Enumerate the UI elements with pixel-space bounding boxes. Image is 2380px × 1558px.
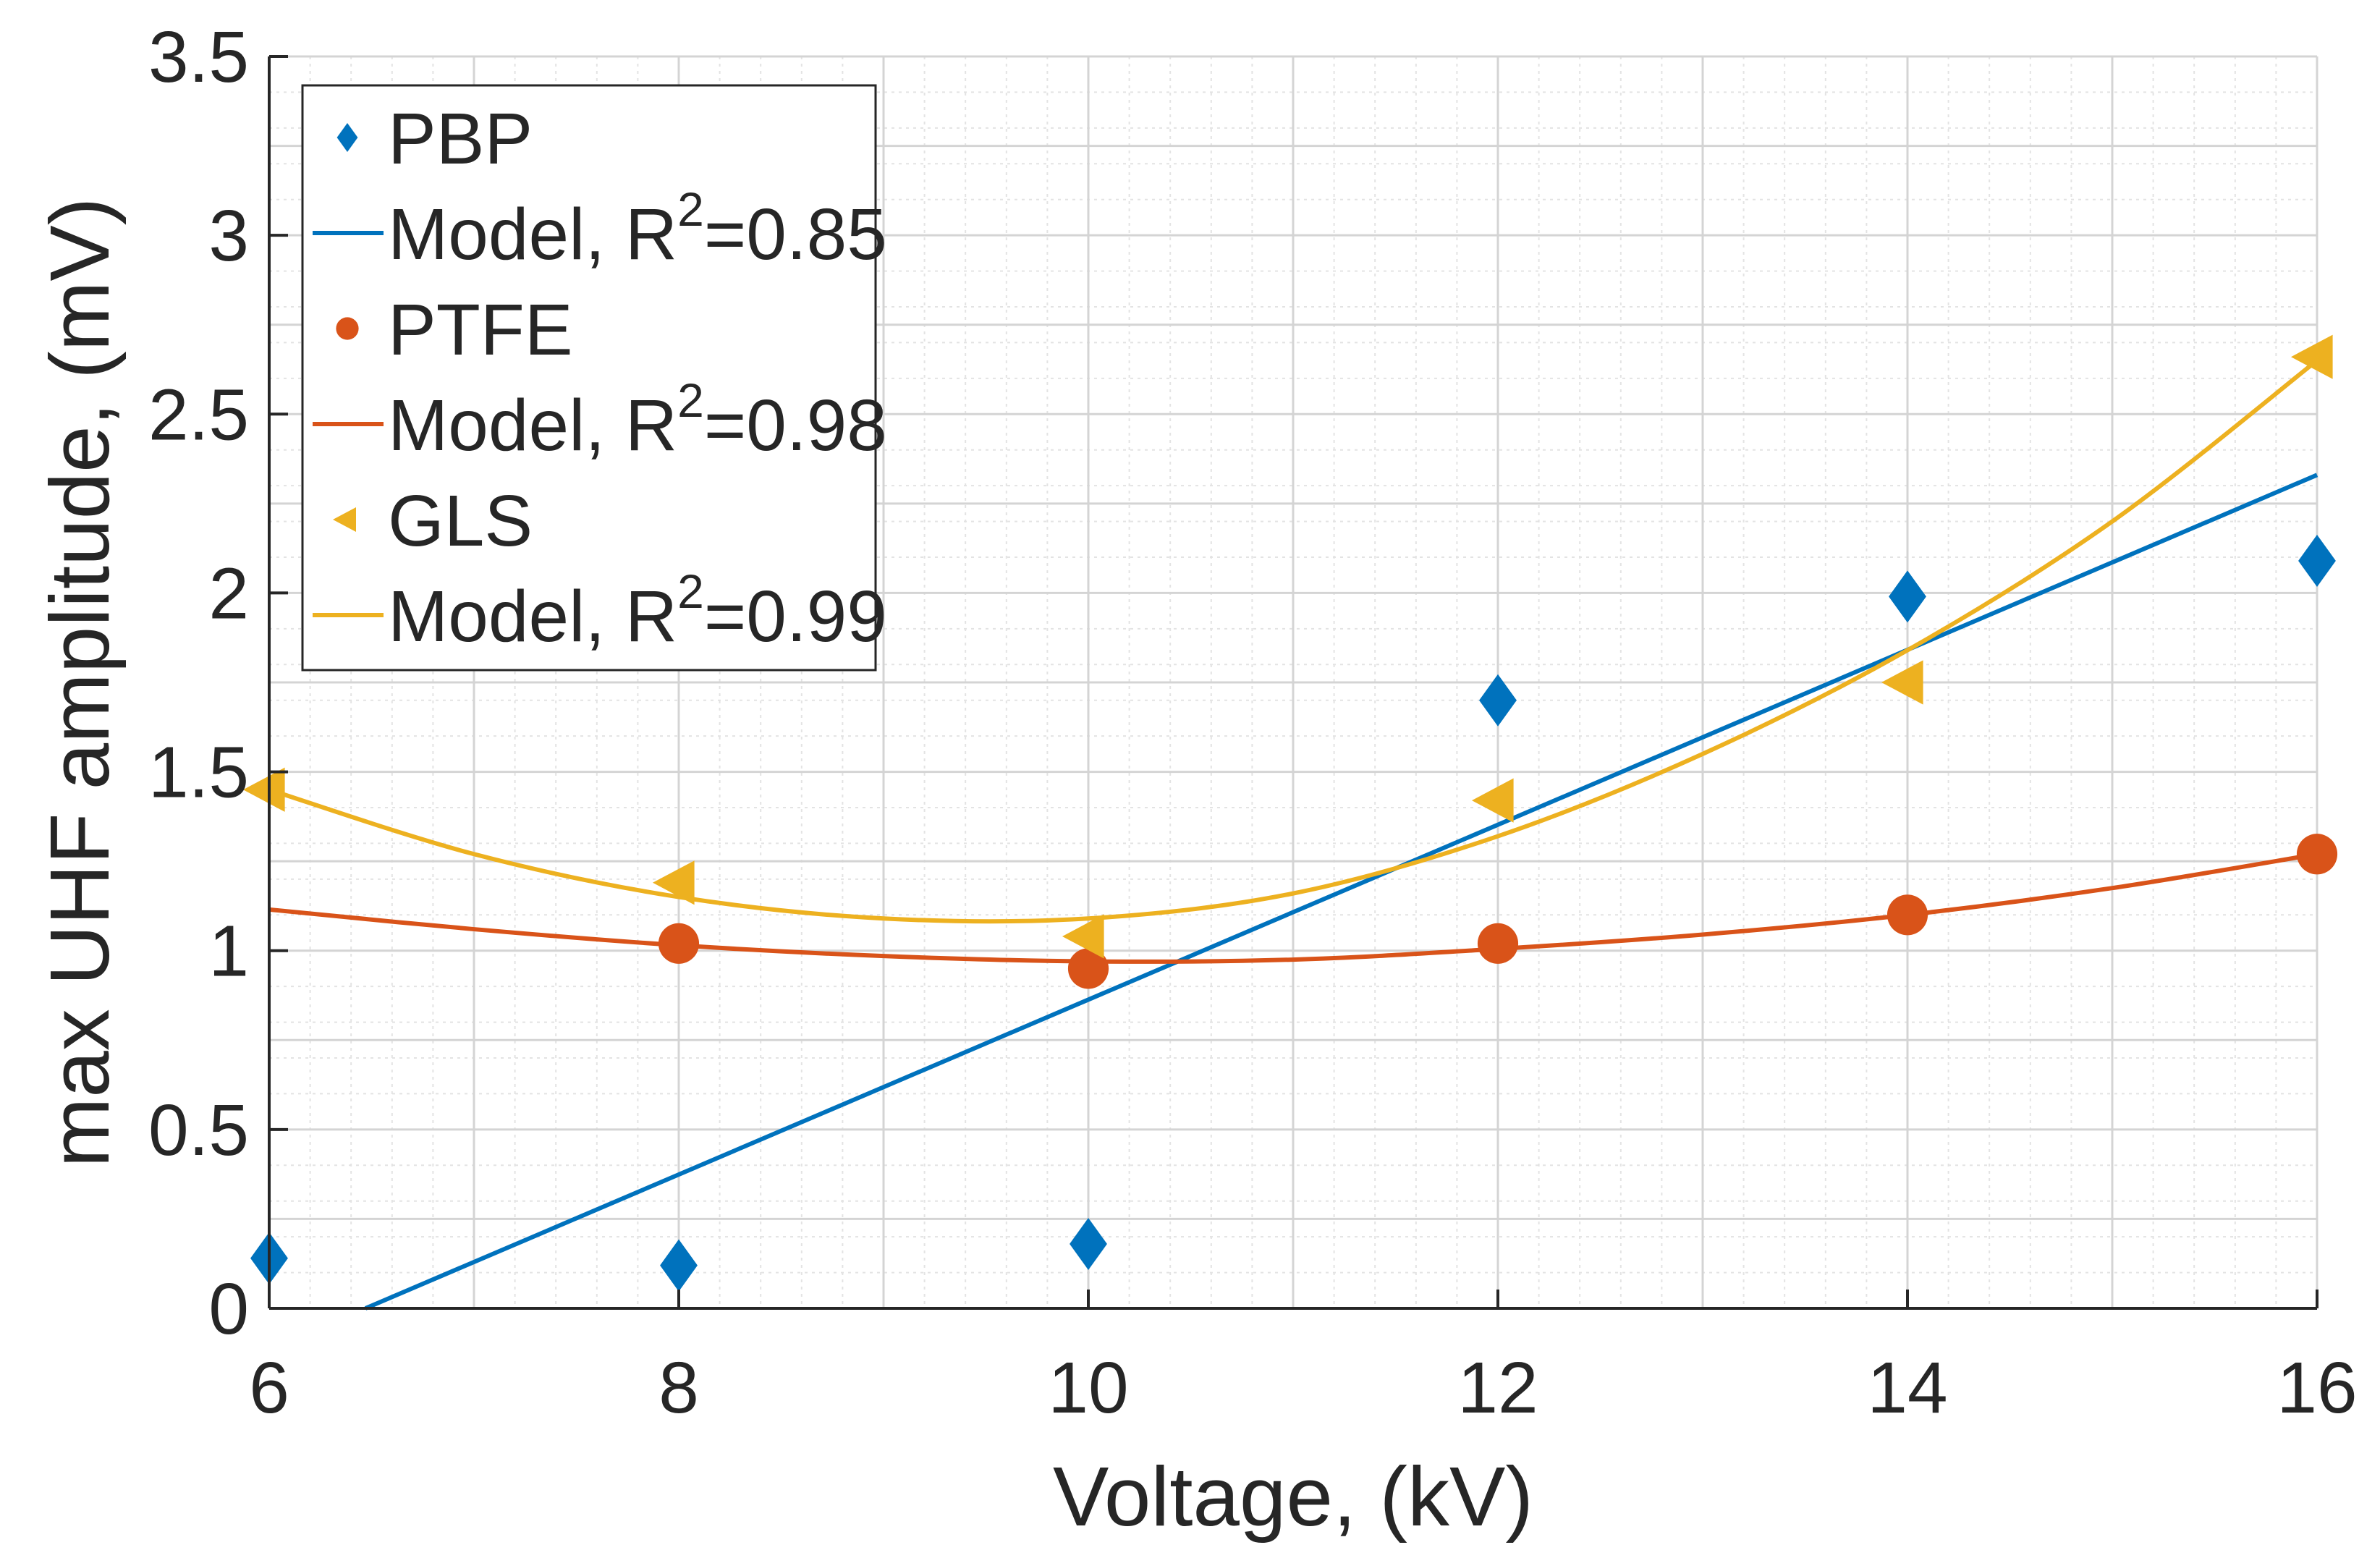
x-tick-label: 16 [2277, 1347, 2357, 1428]
legend-item-6[interactable]: Model, R2=0.99 [313, 564, 887, 657]
tick-labels: 6 8 10 12 14 16 0 0.5 1 1.5 2 2.5 3 3.5 [148, 17, 2358, 1428]
legend-marker-pbp [336, 123, 358, 152]
data-point-ptfe [1477, 923, 1519, 964]
series-line-edb120 [268, 358, 2318, 924]
y-tick-label: 2 [208, 553, 249, 634]
data-point-gls [243, 767, 285, 812]
y-tick-label: 3 [208, 195, 249, 276]
data-point-ptfe [1067, 948, 1109, 989]
series-lines [268, 358, 2318, 1311]
legend-label: Model, R2=0.98 [388, 373, 887, 466]
data-point-ptfe [658, 923, 700, 964]
legend-item-3[interactable]: PTFE [336, 289, 573, 371]
data-point-gls [1062, 914, 1104, 959]
legend-item-5[interactable]: GLS [333, 480, 533, 562]
legend-label: PBP [388, 98, 533, 179]
series-line-0072bd [364, 473, 2318, 1311]
legend-label: Model, R2=0.85 [388, 182, 887, 275]
y-tick-label: 1 [208, 911, 249, 992]
data-point-pbp [660, 1239, 698, 1292]
y-tick-label: 2.5 [148, 374, 249, 455]
x-tick-label: 6 [249, 1347, 289, 1428]
data-point-gls [653, 860, 695, 905]
data-point-pbp [1479, 674, 1517, 727]
axes [268, 56, 2317, 1310]
legend-marker-ptfe [336, 317, 359, 340]
data-point-ptfe [2296, 834, 2338, 875]
data-point-gls [1472, 778, 1514, 823]
y-axis-label: max UHF amplitude, (mV) [33, 198, 127, 1168]
data-point-pbp [1070, 1218, 1107, 1271]
series-line-d95319 [268, 852, 2318, 964]
legend-item-1[interactable]: PBP [336, 98, 533, 179]
legend-item-4[interactable]: Model, R2=0.98 [313, 373, 887, 466]
data-point-gls [2291, 334, 2333, 379]
y-tick-label: 1.5 [148, 732, 249, 813]
legend-marker-gls [333, 507, 356, 532]
y-tick-label: 0 [208, 1269, 249, 1350]
legend-label: GLS [388, 480, 533, 562]
y-tick-label: 3.5 [148, 17, 249, 98]
data-point-ptfe [1886, 894, 1928, 936]
legend-label: PTFE [388, 289, 573, 371]
data-point-pbp [2298, 534, 2336, 587]
x-tick-label: 10 [1048, 1347, 1128, 1428]
x-tick-label: 8 [658, 1347, 699, 1428]
legend-label: Model, R2=0.99 [388, 564, 887, 657]
legend-box [301, 84, 877, 672]
x-tick-label: 12 [1457, 1347, 1538, 1428]
ticks [268, 55, 2318, 1310]
x-axis-label: Voltage, (kV) [1053, 1449, 1533, 1544]
x-tick-label: 14 [1867, 1347, 1947, 1428]
data-point-pbp [1889, 570, 1926, 623]
data-point-gls [1881, 660, 1923, 705]
y-tick-label: 0.5 [148, 1090, 249, 1171]
legend-item-2[interactable]: Model, R2=0.85 [313, 182, 887, 275]
